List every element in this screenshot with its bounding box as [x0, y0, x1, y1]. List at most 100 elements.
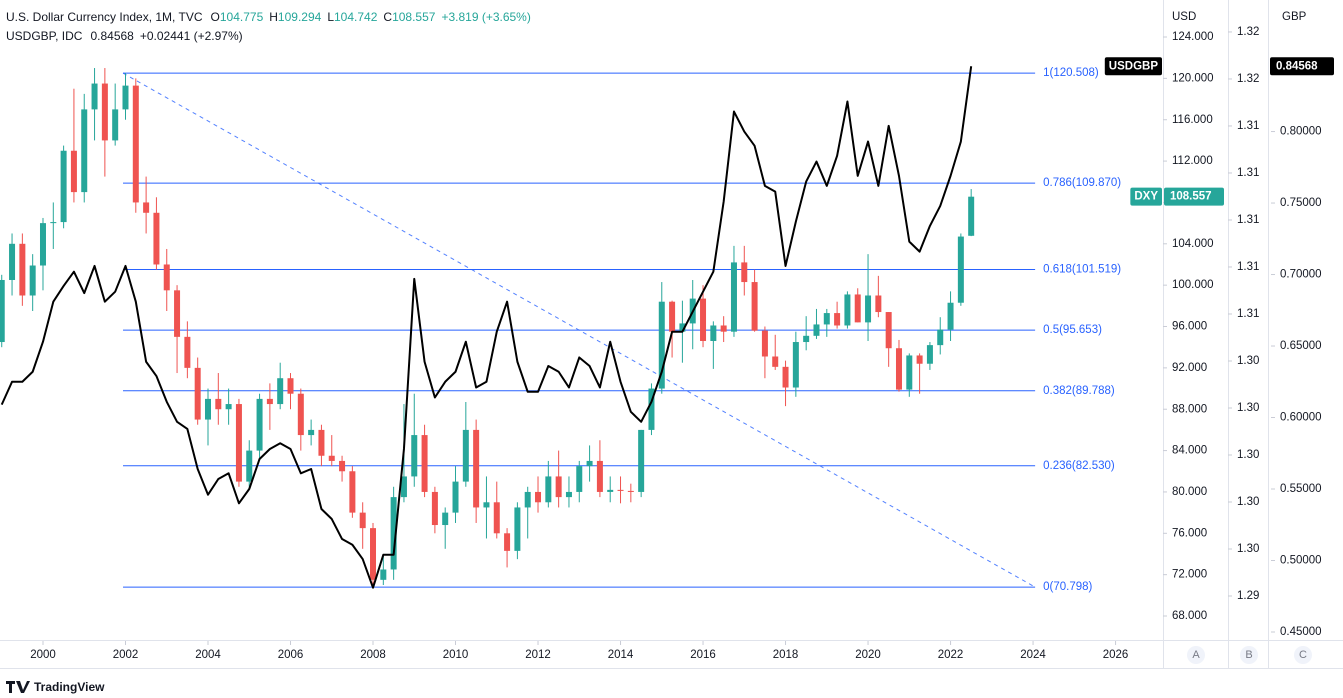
candle-body	[50, 222, 57, 224]
gbp-tick-label: 0.55000	[1280, 483, 1322, 495]
usd-tick-label: 76.000	[1172, 527, 1207, 539]
candle-body	[679, 323, 686, 332]
candle-body	[648, 388, 655, 430]
candle-body	[81, 109, 88, 193]
b-tick-label: 1.32	[1237, 26, 1259, 38]
candle-body	[225, 404, 232, 410]
candle-body	[823, 313, 830, 325]
legend-dxy: U.S. Dollar Currency Index, 1M, TVC O104.…	[6, 10, 531, 24]
candle-body	[895, 348, 902, 390]
candle-body	[163, 264, 170, 291]
usd-axis-title: USD	[1172, 11, 1196, 23]
usd-tick-label: 80.000	[1172, 486, 1207, 498]
candle-body	[143, 202, 150, 213]
candle-body	[204, 398, 211, 420]
legend-field-label: H	[269, 10, 278, 24]
last-price-badge	[1164, 187, 1224, 206]
legend-field-label: L	[327, 10, 334, 24]
legend-change: +0.02441 (+2.97%)	[140, 29, 243, 43]
candle-body	[772, 356, 779, 367]
x-tick-label: 2002	[113, 649, 139, 661]
candle-body	[545, 476, 552, 503]
candle-body	[246, 450, 253, 482]
candle-body	[926, 345, 933, 364]
axis-button[interactable]	[1294, 646, 1312, 664]
candle-body	[792, 342, 799, 388]
x-tick-label: 2012	[525, 649, 551, 661]
candle-body	[132, 85, 139, 203]
candle-body	[968, 196, 975, 236]
candle-body	[359, 512, 366, 529]
b-tick-label: 1.29	[1237, 590, 1259, 602]
fib-label: 0.382(89.788)	[1043, 385, 1115, 397]
candle-body	[194, 367, 201, 420]
b-tick-label: 1.30	[1237, 449, 1259, 461]
usd-tick-label: 68.000	[1172, 610, 1207, 622]
axis-button-label: B	[1245, 649, 1252, 661]
brand: TradingView	[6, 680, 105, 694]
gbp-tick-label: 0.75000	[1280, 197, 1322, 209]
candle-body	[235, 404, 242, 482]
candle-body	[287, 378, 294, 394]
candle-body	[462, 429, 469, 482]
candle-body	[256, 398, 263, 451]
candle-body	[627, 490, 634, 492]
candle-body	[349, 471, 356, 513]
candle-body	[370, 528, 377, 580]
x-tick-label: 2026	[1103, 649, 1129, 661]
axis-button[interactable]	[1240, 646, 1258, 664]
price-line	[0, 66, 973, 589]
usd-tick-label: 120.000	[1172, 72, 1214, 84]
usd-tick-label: 104.000	[1172, 238, 1214, 250]
x-tick-label: 2020	[855, 649, 881, 661]
candle-body	[215, 398, 222, 410]
gbp-tick-label: 0.80000	[1280, 126, 1322, 138]
x-tick-label: 2024	[1020, 649, 1046, 661]
x-tick-label: 2006	[278, 649, 304, 661]
x-tick-label: 2004	[195, 649, 221, 661]
b-tick-label: 1.31	[1237, 167, 1259, 179]
candle-body	[431, 491, 438, 526]
candle-body	[39, 223, 46, 266]
candle-body	[9, 243, 16, 280]
axis-button[interactable]	[1187, 646, 1205, 664]
legend-field-label: C	[383, 10, 392, 24]
x-tick-label: 2022	[938, 649, 964, 661]
x-tick-label: 2008	[360, 649, 386, 661]
candle-body	[266, 398, 273, 405]
candle-body	[957, 236, 964, 303]
gbp-tick-label: 0.65000	[1280, 340, 1322, 352]
candle-body	[101, 83, 108, 141]
candle-body	[885, 312, 892, 349]
brand-logo	[6, 681, 30, 693]
candle-body	[400, 476, 407, 498]
candle-body	[535, 491, 542, 503]
legend-field-value: 109.294	[278, 10, 322, 24]
candle-body	[751, 282, 758, 331]
legend-field-value: 104.742	[334, 10, 378, 24]
candle-body	[452, 481, 459, 513]
candle-body	[493, 502, 500, 534]
candle-body	[390, 497, 397, 570]
usd-tick-label: 84.000	[1172, 445, 1207, 457]
candle-body	[576, 466, 583, 492]
candle-body	[473, 429, 480, 508]
usd-tick-label: 72.000	[1172, 569, 1207, 581]
x-tick-label: 2018	[773, 649, 799, 661]
candle-body	[411, 435, 418, 477]
legend-title: USDGBP, IDC	[6, 29, 83, 43]
last-price-badge	[1270, 57, 1334, 76]
fib-label: 0.786(109.870)	[1043, 177, 1121, 189]
candle-body	[875, 295, 882, 313]
candle-body	[607, 489, 614, 492]
candle-body	[844, 294, 851, 326]
axis-button-label: C	[1299, 649, 1307, 661]
candle-body	[720, 325, 727, 332]
brand-name: TradingView	[34, 680, 105, 694]
candle-body	[669, 301, 676, 332]
b-tick-label: 1.30	[1237, 355, 1259, 367]
legend-usdgbp: USDGBP, IDC 0.84568 +0.02441 (+2.97%)	[6, 29, 243, 43]
series-name: USDGBP	[1109, 60, 1159, 72]
legend-field-label: O	[211, 10, 220, 24]
candle-body	[586, 460, 593, 467]
